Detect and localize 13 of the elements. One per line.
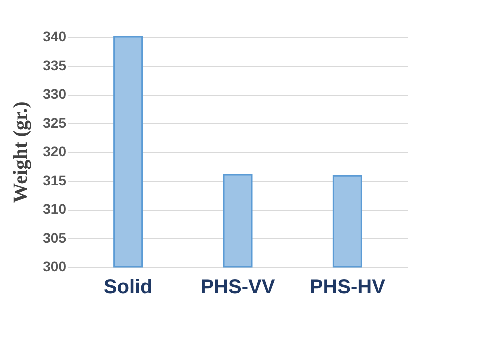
- y-tick-label: 305: [43, 230, 67, 246]
- y-axis-title: Weight (gr.): [10, 102, 32, 204]
- y-tick-label: 325: [43, 114, 67, 131]
- y-tick-label: 340: [43, 28, 67, 44]
- x-tick-label: PHS-VV: [200, 276, 276, 298]
- y-tick-label: 330: [43, 86, 67, 102]
- x-tick-label: PHS-HV: [310, 276, 386, 298]
- y-tick-label: 310: [43, 201, 67, 217]
- y-tick-label: 315: [43, 172, 67, 188]
- y-tick-label: 335: [43, 57, 67, 74]
- x-tick-label: Solid: [104, 276, 153, 298]
- y-tick-label: 300: [43, 258, 67, 274]
- y-tick-label: 320: [43, 144, 67, 160]
